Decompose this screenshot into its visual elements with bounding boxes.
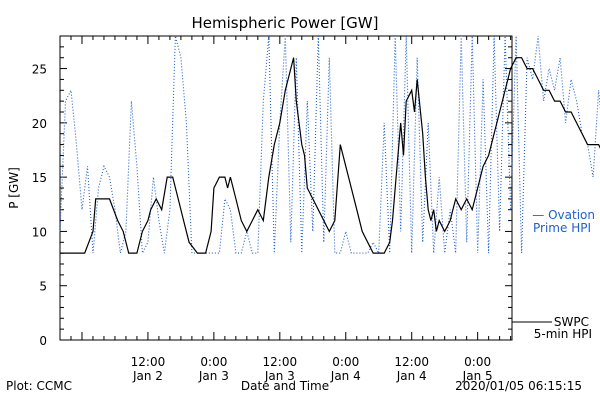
x-tick-label-date: Jan 4 (330, 369, 361, 383)
legend-ovation-label: — Ovation (532, 208, 595, 222)
y-tick-label: 10 (32, 225, 47, 239)
legend-swpc-label-2: 5-min HPI (534, 327, 592, 341)
plot-frame (59, 35, 513, 341)
series-line-ovation-hpi (59, 35, 600, 256)
y-tick-label: 0 (39, 334, 47, 348)
y-tick-label: 20 (32, 117, 47, 131)
x-tick-label-time: 12:00 (394, 355, 429, 369)
x-tick-label-time: 12:00 (263, 355, 298, 369)
x-tick-label-date: Jan 3 (264, 369, 295, 383)
x-tick-label-date: Jan 5 (462, 369, 493, 383)
y-tick-label: 15 (32, 171, 47, 185)
chart-title: Hemispheric Power [GW] (192, 14, 379, 32)
series-layer (59, 35, 600, 256)
y-tick-label: 5 (39, 280, 47, 294)
x-tick-label-date: Jan 4 (396, 369, 427, 383)
x-axis-label: Date and Time (241, 379, 329, 393)
footer-left: Plot: CCMC (6, 379, 72, 393)
y-axis-label: P [GW] (7, 167, 21, 209)
x-tick-label-time: 0:00 (332, 355, 359, 369)
x-tick-label-time: 0:00 (464, 355, 491, 369)
x-tick-label-date: Jan 2 (132, 369, 163, 383)
legend: SWPC 5-min HPI — Ovation Prime HPI (512, 208, 595, 341)
x-tick-label-time: 0:00 (200, 355, 227, 369)
x-tick-label-date: Jan 3 (198, 369, 229, 383)
x-tick-label-time: 12:00 (131, 355, 166, 369)
series-line-swpc-hpi (60, 57, 600, 254)
legend-swpc-label: SWPC (554, 315, 589, 329)
y-tick-label: 25 (32, 63, 47, 77)
legend-ovation-label-2: Prime HPI (533, 221, 591, 235)
footer-right: 2020/01/05 06:15:15 (455, 379, 582, 393)
